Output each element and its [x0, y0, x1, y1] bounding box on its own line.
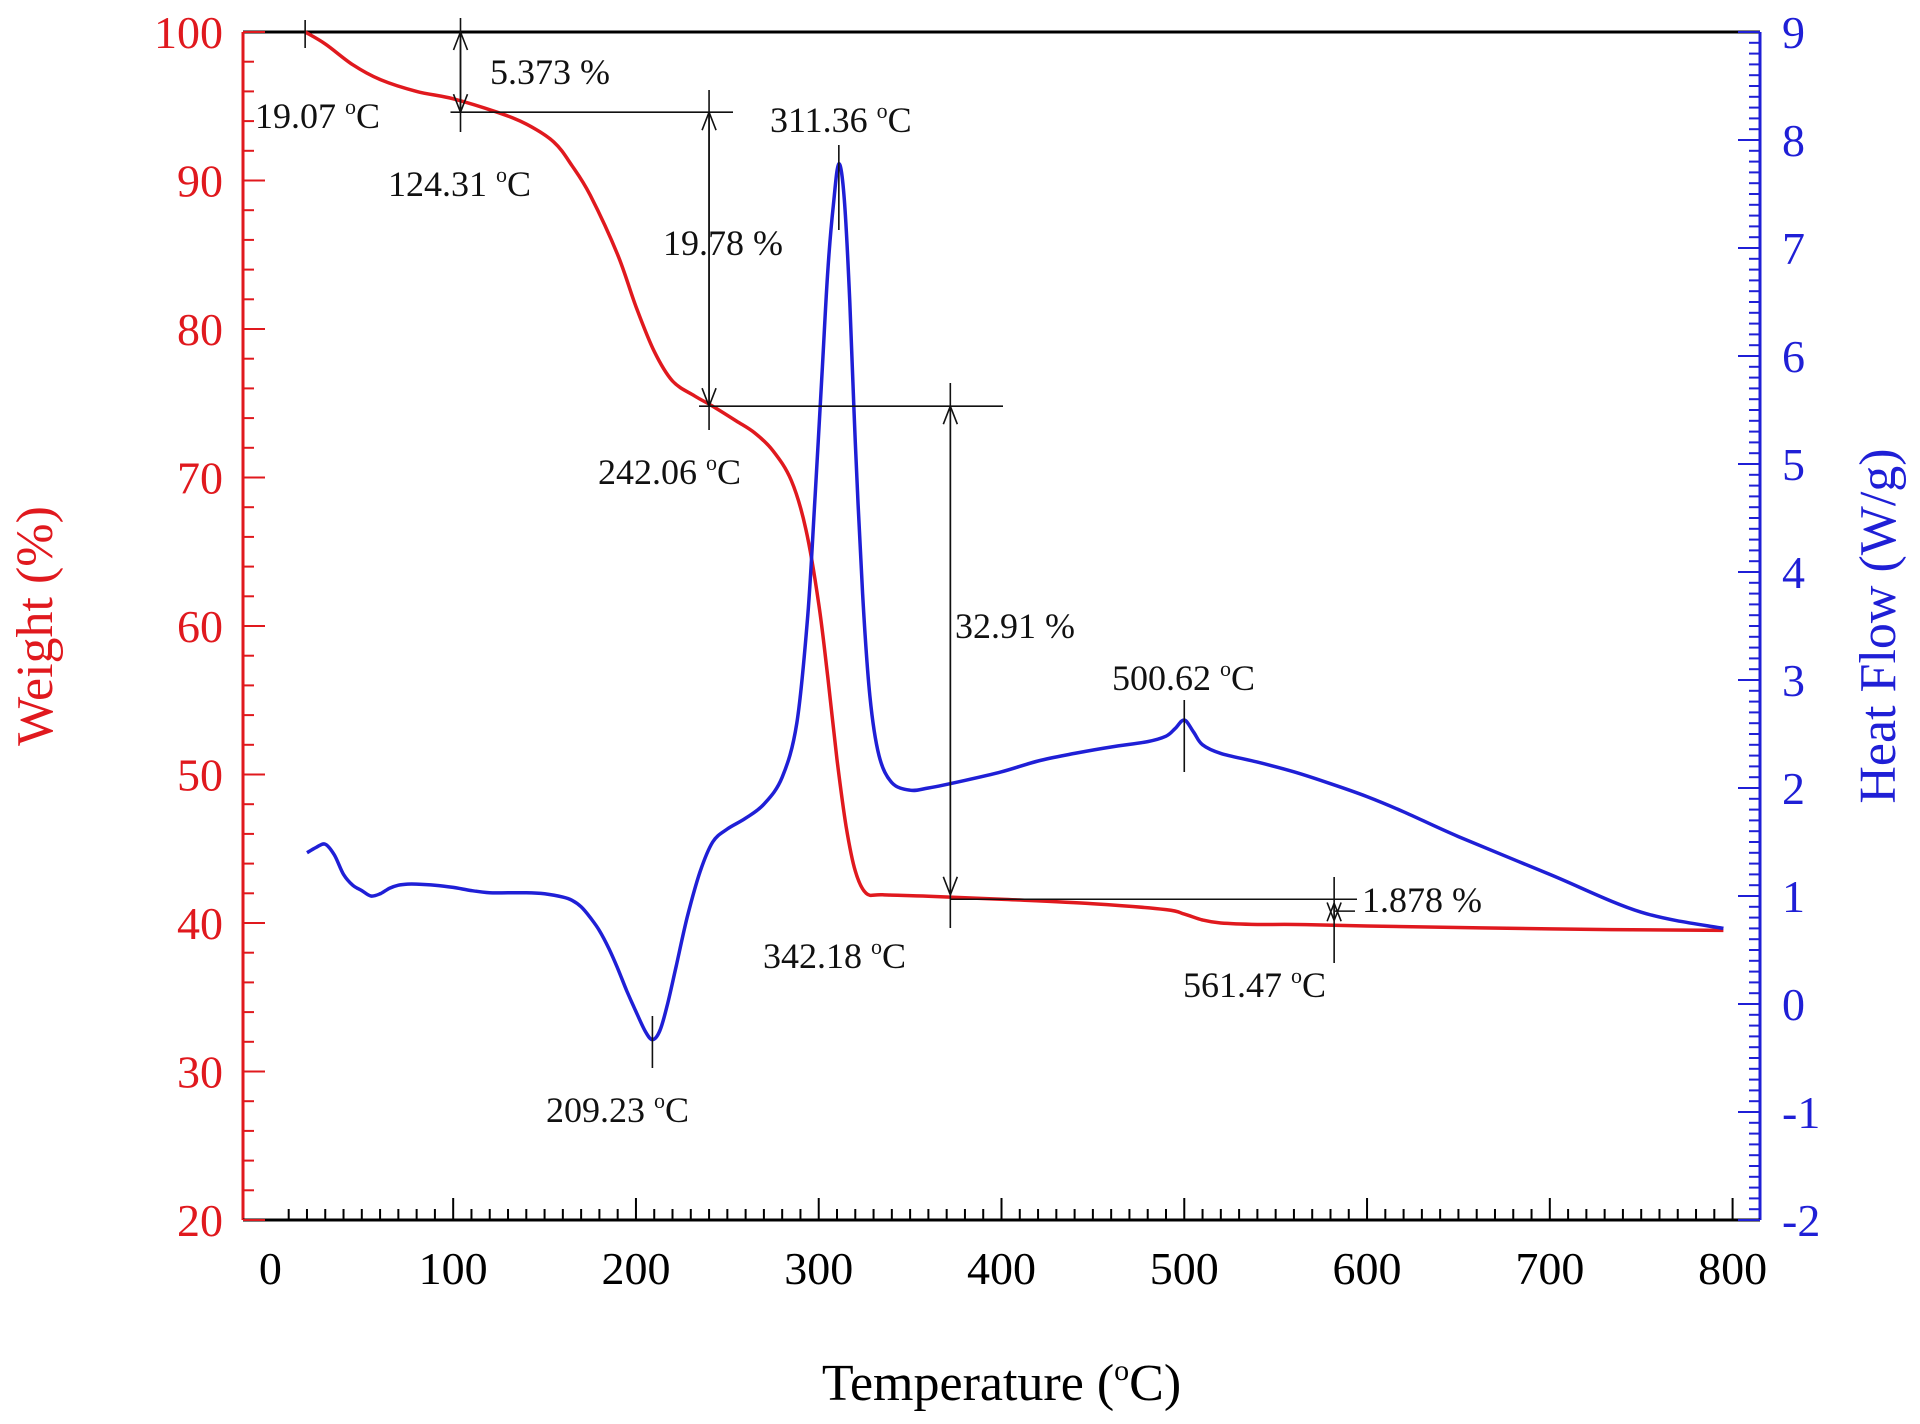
annotation-temp-500: 500.62 oC [1112, 656, 1255, 698]
left-tick-label: 20 [177, 1195, 223, 1246]
right-tick-label: 7 [1782, 223, 1805, 274]
guide-line [701, 111, 710, 131]
series-line-weight [304, 30, 1724, 933]
annotation-temp-19: 19.07 oC [255, 94, 380, 136]
right-axis-title: Heat Flow (W/g) [1850, 448, 1907, 803]
annot-num: 342.18 [763, 936, 871, 976]
x-axis-title-pre: Temperature ( [822, 1355, 1114, 1412]
x-tick-label: 100 [419, 1243, 488, 1294]
guide-line [452, 93, 462, 113]
annotation-temp-561: 561.47 oC [1183, 963, 1326, 1005]
x-tick-label: 400 [967, 1243, 1036, 1294]
guide-line [452, 31, 462, 51]
temperature-annotations: 19.07 oC 124.31 oC 311.36 oC 242.06 oC 5… [255, 94, 1326, 1130]
right-tick-label: -1 [1782, 1087, 1820, 1138]
x-tick-label: 0 [259, 1243, 282, 1294]
right-tick-label: -2 [1782, 1195, 1820, 1246]
annotation-temp-342: 342.18 oC [763, 934, 906, 976]
annot-num: 242.06 [598, 452, 706, 492]
left-tick-label: 60 [177, 601, 223, 652]
annotation-temp-209: 209.23 oC [546, 1088, 689, 1130]
x-tick-label: 300 [784, 1243, 853, 1294]
guide-line [949, 405, 959, 425]
x-axis-title: Temperature (oC) [822, 1354, 1181, 1412]
annot-num: 561.47 [1183, 965, 1291, 1005]
annotation-temp-242: 242.06 oC [598, 450, 741, 492]
left-axis-title: Weight (%) [7, 506, 64, 746]
x-axis-ticks: 0 100 200 300 400 500 600 700 800 [259, 1198, 1767, 1294]
right-tick-label: 2 [1782, 763, 1805, 814]
guide-line [701, 387, 710, 407]
left-axis-ticks: 20 30 40 50 60 70 80 90 100 [154, 7, 265, 1246]
annot-num: 19.07 [255, 96, 345, 136]
left-tick-label: 40 [177, 898, 223, 949]
left-tick-label: 50 [177, 750, 223, 801]
series-line-heat-flow [306, 162, 1724, 1042]
right-tick-label: 0 [1782, 979, 1805, 1030]
left-tick-label: 30 [177, 1047, 223, 1098]
x-axis-title-sup: o [1114, 1354, 1129, 1387]
right-tick-label: 1 [1782, 871, 1805, 922]
guide-line [1326, 902, 1335, 921]
annotation-loss-1978: 19.78 % [663, 223, 783, 263]
annot-num: 500.62 [1112, 658, 1220, 698]
right-axis-ticks: -2 -1 0 1 2 3 4 5 6 7 8 9 [1738, 7, 1820, 1246]
weight-loss-annotations: 5.373 % 19.78 % 32.91 % 1.878 % [490, 52, 1482, 920]
guide-line [708, 111, 717, 131]
left-tick-label: 100 [154, 7, 223, 58]
guide-line [942, 876, 952, 896]
x-tick-label: 600 [1333, 1243, 1402, 1294]
x-axis-title-post: C) [1129, 1355, 1181, 1412]
x-tick-label: 700 [1515, 1243, 1584, 1294]
annot-num: 124.31 [388, 164, 496, 204]
right-tick-label: 6 [1782, 331, 1805, 382]
right-tick-label: 8 [1782, 115, 1805, 166]
guide-line [459, 31, 469, 51]
annot-num: 209.23 [546, 1090, 654, 1130]
right-tick-label: 3 [1782, 655, 1805, 706]
right-tick-label: 5 [1782, 439, 1805, 490]
right-tick-label: 4 [1782, 547, 1805, 598]
left-tick-label: 70 [177, 453, 223, 504]
left-tick-label: 90 [177, 156, 223, 207]
left-tick-label: 80 [177, 304, 223, 355]
annot-num: 311.36 [770, 100, 877, 140]
guide-line [708, 387, 717, 407]
annotation-loss-3291: 32.91 % [955, 606, 1075, 646]
right-tick-label: 9 [1782, 7, 1805, 58]
annotation-loss-1878: 1.878 % [1362, 880, 1482, 920]
x-tick-label: 500 [1150, 1243, 1219, 1294]
annotation-guides [304, 18, 1357, 1068]
guide-line [949, 876, 959, 896]
x-tick-label: 800 [1698, 1243, 1767, 1294]
guide-line [942, 405, 952, 425]
annotation-loss-5373: 5.373 % [490, 52, 610, 92]
x-tick-label: 200 [601, 1243, 670, 1294]
guide-line [459, 93, 469, 113]
annotation-temp-311: 311.36 oC [770, 98, 912, 140]
annotation-temp-124: 124.31 oC [388, 162, 531, 204]
